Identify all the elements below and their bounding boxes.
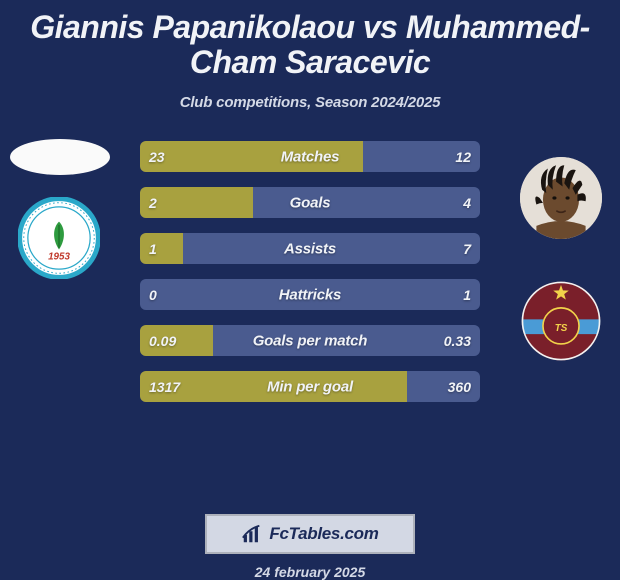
player1-avatar xyxy=(10,139,110,175)
stat-fill-left xyxy=(140,233,183,264)
stat-bar: Goals24 xyxy=(140,187,480,218)
svg-text:TS: TS xyxy=(555,323,568,334)
brand-box[interactable]: FcTables.com xyxy=(205,514,415,554)
stat-bar: Hattricks01 xyxy=(140,279,480,310)
player2-avatar xyxy=(520,157,602,239)
stat-fill-left xyxy=(140,325,213,356)
stat-fill-left xyxy=(140,187,253,218)
stat-bar: Min per goal1317360 xyxy=(140,371,480,402)
subtitle: Club competitions, Season 2024/2025 xyxy=(180,94,441,111)
stat-bar: Matches2312 xyxy=(140,141,480,172)
club1-crest-icon: 1953 xyxy=(18,197,100,279)
stat-fill-right xyxy=(183,233,481,264)
player2-face-icon xyxy=(520,157,602,239)
club1-badge: 1953 xyxy=(18,197,100,279)
stats-column: Matches2312 Goals24 Assists17 Hattricks01 Go… xyxy=(140,141,480,402)
title: Giannis Papanikolaou vs Muhammed-Cham Sa… xyxy=(0,0,620,80)
brand-text: FcTables.com xyxy=(269,524,378,544)
brand-chart-icon xyxy=(241,523,263,545)
stat-fill-left xyxy=(140,371,407,402)
stat-bar: Goals per match0.090.33 xyxy=(140,325,480,356)
stat-fill-right xyxy=(140,279,480,310)
body: 1953 xyxy=(0,125,620,506)
club2-badge: TS xyxy=(520,280,602,362)
comparison-card: Giannis Papanikolaou vs Muhammed-Cham Sa… xyxy=(0,0,620,580)
club2-crest-icon: TS xyxy=(520,280,602,362)
date: 24 february 2025 xyxy=(255,564,366,580)
stat-fill-left xyxy=(140,141,363,172)
stat-fill-right xyxy=(253,187,480,218)
stat-bar: Assists17 xyxy=(140,233,480,264)
svg-text:1953: 1953 xyxy=(48,252,70,263)
stat-fill-right xyxy=(363,141,480,172)
stat-fill-right xyxy=(407,371,480,402)
stat-fill-right xyxy=(213,325,480,356)
